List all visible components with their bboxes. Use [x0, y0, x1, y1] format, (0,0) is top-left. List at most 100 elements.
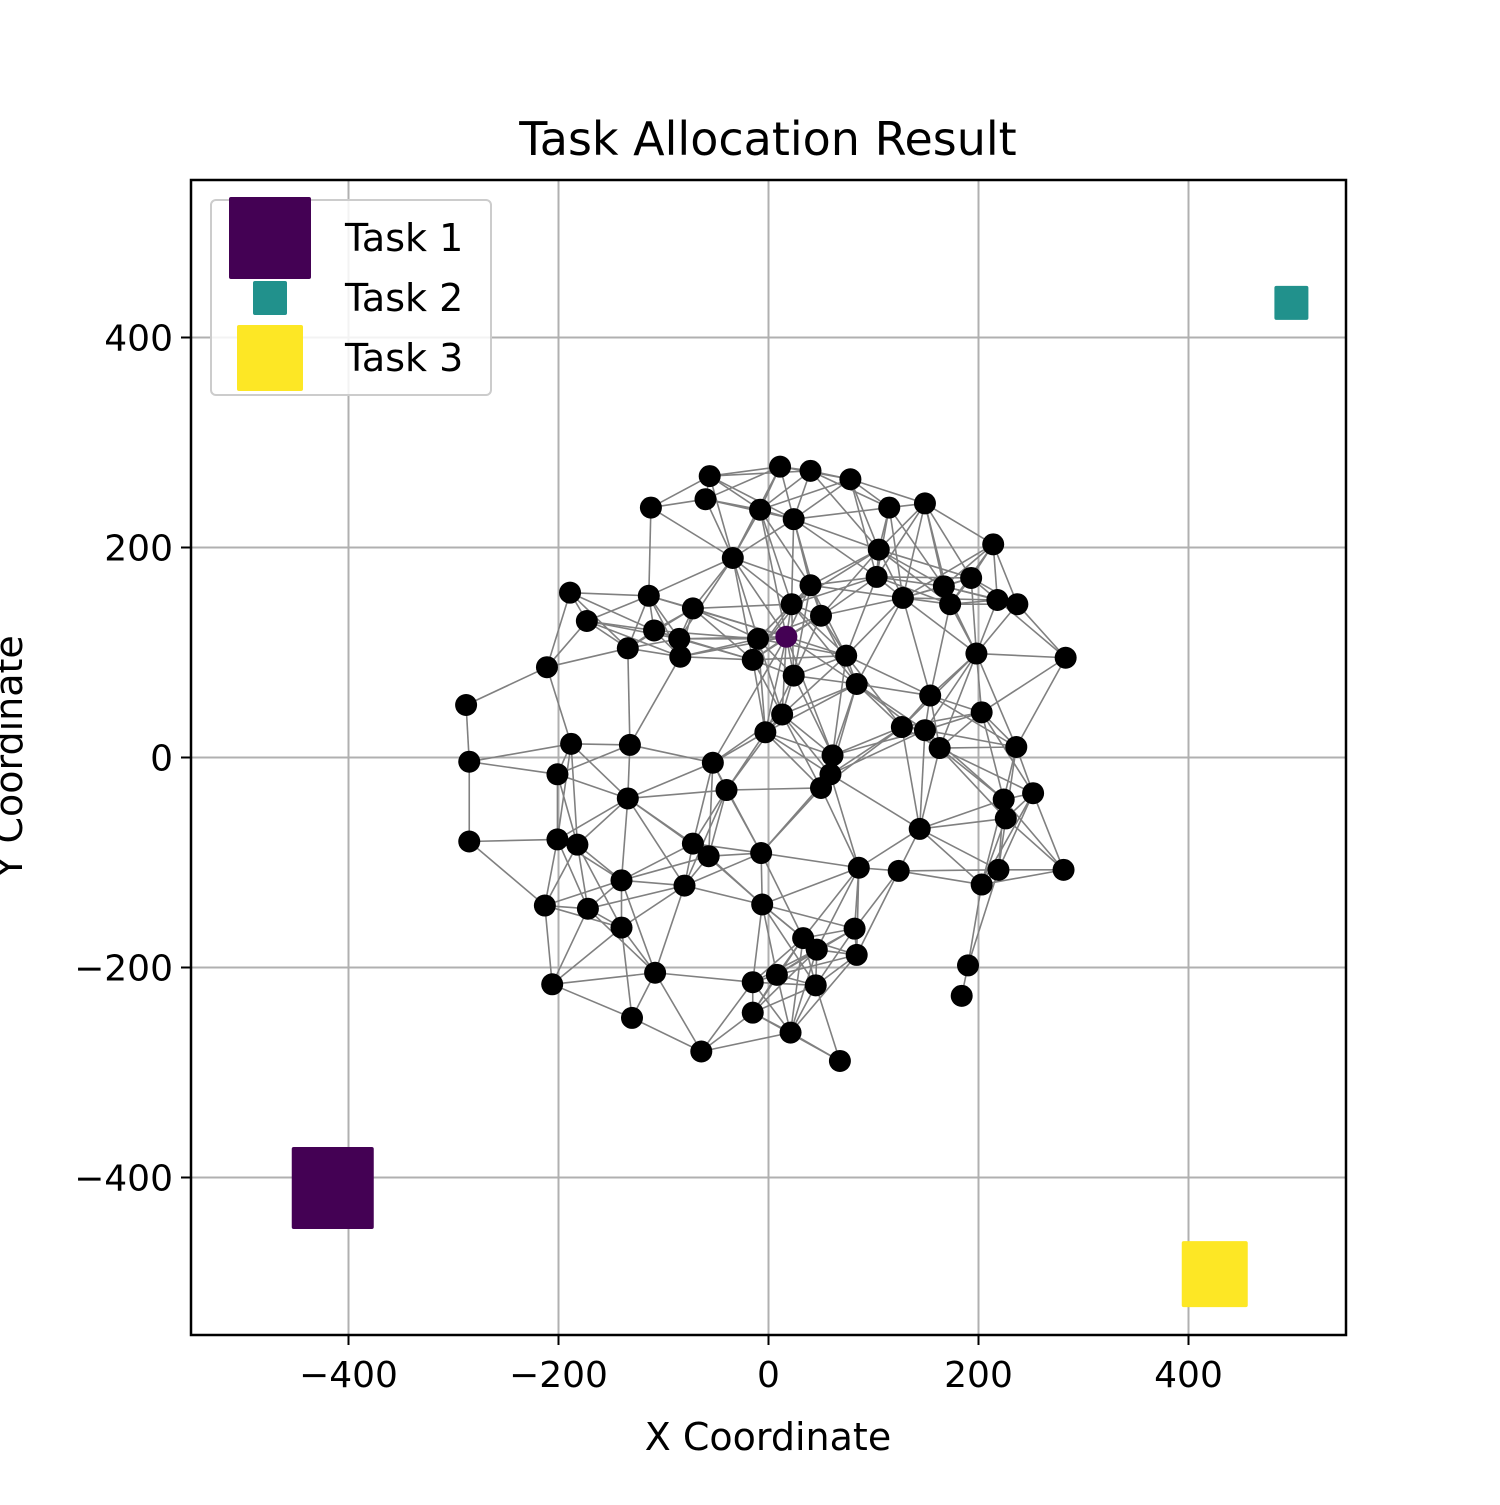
network-edge [684, 884, 763, 906]
network-edge [816, 867, 860, 951]
assigned-agent-point [775, 625, 798, 648]
network-edge [845, 654, 931, 697]
agent-point [1052, 858, 1075, 881]
agent-point [992, 788, 1015, 811]
agent-point [455, 694, 478, 716]
network-edge [789, 937, 804, 1033]
network-edge [878, 548, 972, 579]
agent-point [566, 833, 589, 856]
network-edge [620, 880, 656, 974]
network-edge [858, 828, 921, 869]
agent-point [681, 832, 704, 855]
network-edge [692, 603, 792, 610]
y-axis-label: Y Coordinate [0, 635, 31, 880]
network-edge [764, 731, 831, 775]
network-edge [855, 870, 900, 956]
agent-point [458, 830, 481, 853]
network-edge [876, 576, 972, 579]
network-edge [980, 712, 1005, 800]
x-tick-label: 400 [1154, 1355, 1223, 1396]
network-edge [765, 731, 833, 757]
network-edge [761, 903, 855, 930]
network-edge [726, 787, 822, 791]
network-edge [732, 518, 795, 559]
network-edge [845, 655, 903, 728]
network-edge [709, 470, 811, 477]
network-edge [569, 592, 629, 649]
agent-point [637, 584, 660, 607]
network-edge [587, 884, 685, 910]
network-edge [709, 465, 781, 477]
network-edge [845, 576, 878, 656]
network-edge [878, 548, 945, 588]
network-edge [759, 509, 812, 586]
agent-point [891, 586, 914, 609]
network-edge [621, 842, 694, 882]
network-edge [586, 620, 680, 640]
agent-point [908, 817, 931, 840]
network-edge [902, 503, 926, 599]
network-edge [761, 867, 860, 906]
y-tick-label: 400 [104, 319, 173, 360]
network-edge [785, 636, 858, 685]
network-edge [849, 478, 880, 550]
legend-label-task-3: Task 3 [344, 336, 463, 380]
agent-point [1022, 782, 1045, 805]
network-edge [709, 475, 795, 520]
network-edge [918, 730, 926, 829]
legend-swatch-task-1 [229, 197, 311, 279]
agent-point [618, 733, 641, 756]
network-edge [551, 908, 589, 985]
agent-point [621, 1006, 643, 1029]
network-edge [918, 747, 941, 830]
network-edge [621, 855, 709, 882]
axis-ticks: −400 −200 0 200 400 −400 −200 0 200 400 [74, 319, 1223, 1397]
network-edge [650, 506, 734, 559]
network-edge [469, 838, 558, 843]
x-tick-label: 200 [944, 1355, 1013, 1396]
network-edge [810, 584, 904, 599]
network-edge [898, 870, 982, 886]
agent-point [576, 897, 599, 920]
network-edge [629, 744, 714, 764]
agent-point [939, 593, 962, 616]
agent-point [878, 496, 901, 519]
network-edge [546, 666, 572, 745]
network-edge [620, 798, 629, 881]
y-tick-label: −200 [74, 949, 173, 990]
network-edge [725, 789, 762, 854]
agent-point [668, 627, 691, 650]
agent-point [690, 1040, 713, 1063]
network-edge [707, 762, 714, 857]
agent-point [681, 597, 704, 620]
agent-point [541, 973, 564, 996]
network-edge [557, 773, 629, 800]
network-edge [776, 954, 857, 976]
network-edge [732, 557, 793, 605]
task-marker-1 [291, 1147, 374, 1229]
network-edge [732, 557, 759, 640]
network-edge [650, 475, 711, 509]
plot-area: Task 1 Task 2 Task 3 −400 −200 0 200 400 −400 −20… [74, 178, 1348, 1397]
agent-point [721, 547, 744, 569]
network-edge [853, 870, 900, 930]
network-edge [692, 607, 754, 661]
agent-point [821, 744, 844, 767]
network-edge [732, 557, 811, 587]
network-edge [856, 683, 926, 731]
task-marker-2 [1274, 285, 1309, 320]
network-edge [967, 884, 983, 966]
agent-point [782, 664, 805, 687]
network-edge [708, 475, 734, 559]
network-edge [938, 653, 978, 749]
network-edge [849, 479, 878, 578]
network-edge [1016, 603, 1067, 659]
agent-point [751, 893, 774, 916]
network-edge [902, 597, 977, 655]
agent-point [1005, 736, 1028, 758]
agent-point [957, 954, 979, 977]
network-edge [924, 502, 972, 579]
network-edge [975, 653, 1018, 748]
network-edge [1015, 657, 1067, 748]
